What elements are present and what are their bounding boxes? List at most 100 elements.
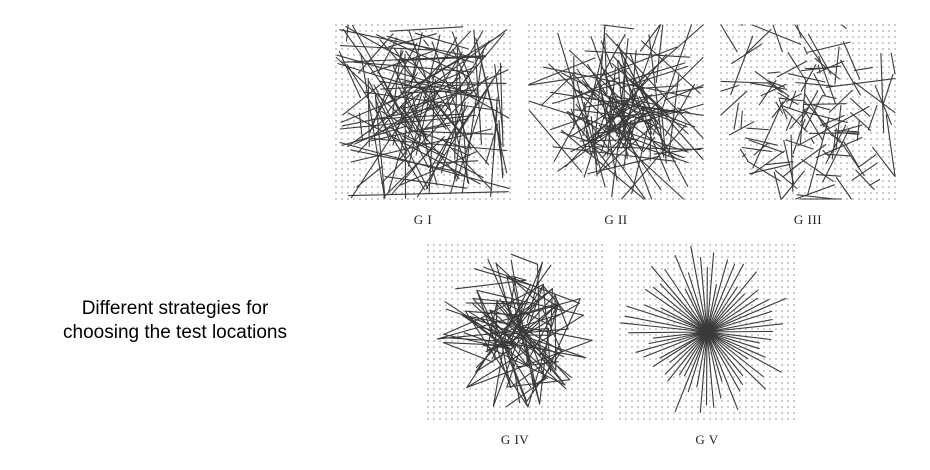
test-pair-line <box>706 331 749 360</box>
test-pair-line <box>706 331 772 341</box>
test-pair-line <box>347 112 481 185</box>
test-pair-line <box>741 146 773 153</box>
test-pair-line <box>751 24 802 45</box>
test-pair-line <box>660 108 667 164</box>
test-pair-line <box>824 153 851 157</box>
test-pair-line <box>720 90 748 116</box>
test-pair-line <box>568 49 663 138</box>
test-pair-line <box>476 289 584 316</box>
test-pair-line <box>415 51 463 129</box>
test-pair-line <box>611 100 625 198</box>
test-pair-lines <box>620 245 787 414</box>
test-pair-line <box>444 301 515 348</box>
test-pair-line <box>706 319 773 333</box>
test-pair-line <box>638 95 689 187</box>
test-pair-line <box>808 132 860 134</box>
test-pair-line <box>644 304 708 333</box>
test-pair-line <box>528 100 689 153</box>
test-pair-line <box>803 103 847 106</box>
test-pair-line <box>742 153 747 158</box>
test-pair-line <box>803 95 823 131</box>
test-pair-line <box>539 347 546 356</box>
test-pair-line <box>766 79 786 88</box>
test-pair-line <box>807 41 851 53</box>
test-pair-line <box>792 118 806 155</box>
test-pair-line <box>639 24 661 52</box>
test-pair-line <box>631 49 637 103</box>
test-pair-line <box>810 138 815 144</box>
test-pair-line <box>821 94 837 100</box>
test-pair-line <box>648 331 708 345</box>
panel-g3: G III <box>718 22 898 228</box>
test-pair-line <box>629 80 689 135</box>
test-pair-line <box>415 73 436 156</box>
test-pair-line <box>669 331 708 363</box>
test-pair-line <box>576 81 606 188</box>
test-pair-line <box>749 163 791 175</box>
test-pair-line <box>772 24 783 53</box>
test-pair-line <box>496 300 557 371</box>
test-pair-line <box>706 289 759 333</box>
test-pair-line <box>828 89 853 113</box>
test-pair-line <box>455 279 527 290</box>
test-pair-line <box>800 65 841 72</box>
sample-grid-dots <box>719 23 897 201</box>
test-pair-line <box>612 117 618 134</box>
test-pair-line <box>342 80 385 116</box>
test-pair-line <box>517 342 545 350</box>
test-pair-line <box>850 97 871 117</box>
test-pair-line <box>590 36 653 200</box>
test-pair-line <box>740 110 743 130</box>
test-pair-line <box>802 99 829 128</box>
test-pair-line <box>423 39 430 47</box>
test-pair-line <box>549 115 589 131</box>
strategies-caption: Different strategies for choosing the te… <box>40 297 310 345</box>
test-pair-line <box>690 245 708 333</box>
test-pair-line <box>584 50 691 58</box>
test-pair-line <box>525 338 528 367</box>
pattern-g4 <box>426 243 604 421</box>
test-pair-line <box>602 24 634 30</box>
test-pair-line <box>453 101 466 179</box>
test-pair-line <box>706 331 739 411</box>
test-pair-line <box>501 301 552 326</box>
test-pair-line <box>706 323 783 333</box>
test-pair-line <box>357 33 394 74</box>
panel-label-g1: G I <box>413 212 433 227</box>
test-pair-line <box>583 87 615 178</box>
test-pair-line <box>536 288 553 303</box>
test-pair-line <box>367 77 370 148</box>
test-pair-line <box>504 298 513 323</box>
test-pair-line <box>687 331 708 393</box>
test-pair-line <box>720 80 771 84</box>
test-pair-line <box>600 40 613 69</box>
test-pair-line <box>440 80 471 174</box>
test-pair-line <box>588 116 631 143</box>
test-pair-line <box>604 108 614 126</box>
test-pair-line <box>687 272 708 333</box>
test-pair-line <box>705 331 708 406</box>
test-pair-line <box>699 331 708 414</box>
test-pair-line <box>706 331 760 350</box>
test-pair-line <box>664 84 704 101</box>
test-pair-line <box>659 283 708 333</box>
test-pair-line <box>706 331 715 408</box>
test-pair-line <box>400 56 487 61</box>
test-pair-line <box>339 45 438 51</box>
pattern-g2 <box>527 23 705 201</box>
test-pair-line <box>629 142 689 164</box>
test-pair-line <box>649 113 652 162</box>
test-pair-line <box>730 35 754 96</box>
test-pair-line <box>683 331 708 377</box>
test-pair-line <box>767 81 783 93</box>
test-pair-lines <box>437 253 593 408</box>
test-pair-line <box>822 122 841 143</box>
test-pair-line <box>796 24 802 39</box>
test-pair-line <box>696 331 708 388</box>
test-pair-line <box>561 72 647 118</box>
test-pair-line <box>522 336 565 358</box>
caption-line-2: choosing the test locations <box>63 322 287 343</box>
test-pair-line <box>620 322 708 333</box>
test-pair-line <box>818 55 836 104</box>
test-pair-line <box>799 79 807 145</box>
